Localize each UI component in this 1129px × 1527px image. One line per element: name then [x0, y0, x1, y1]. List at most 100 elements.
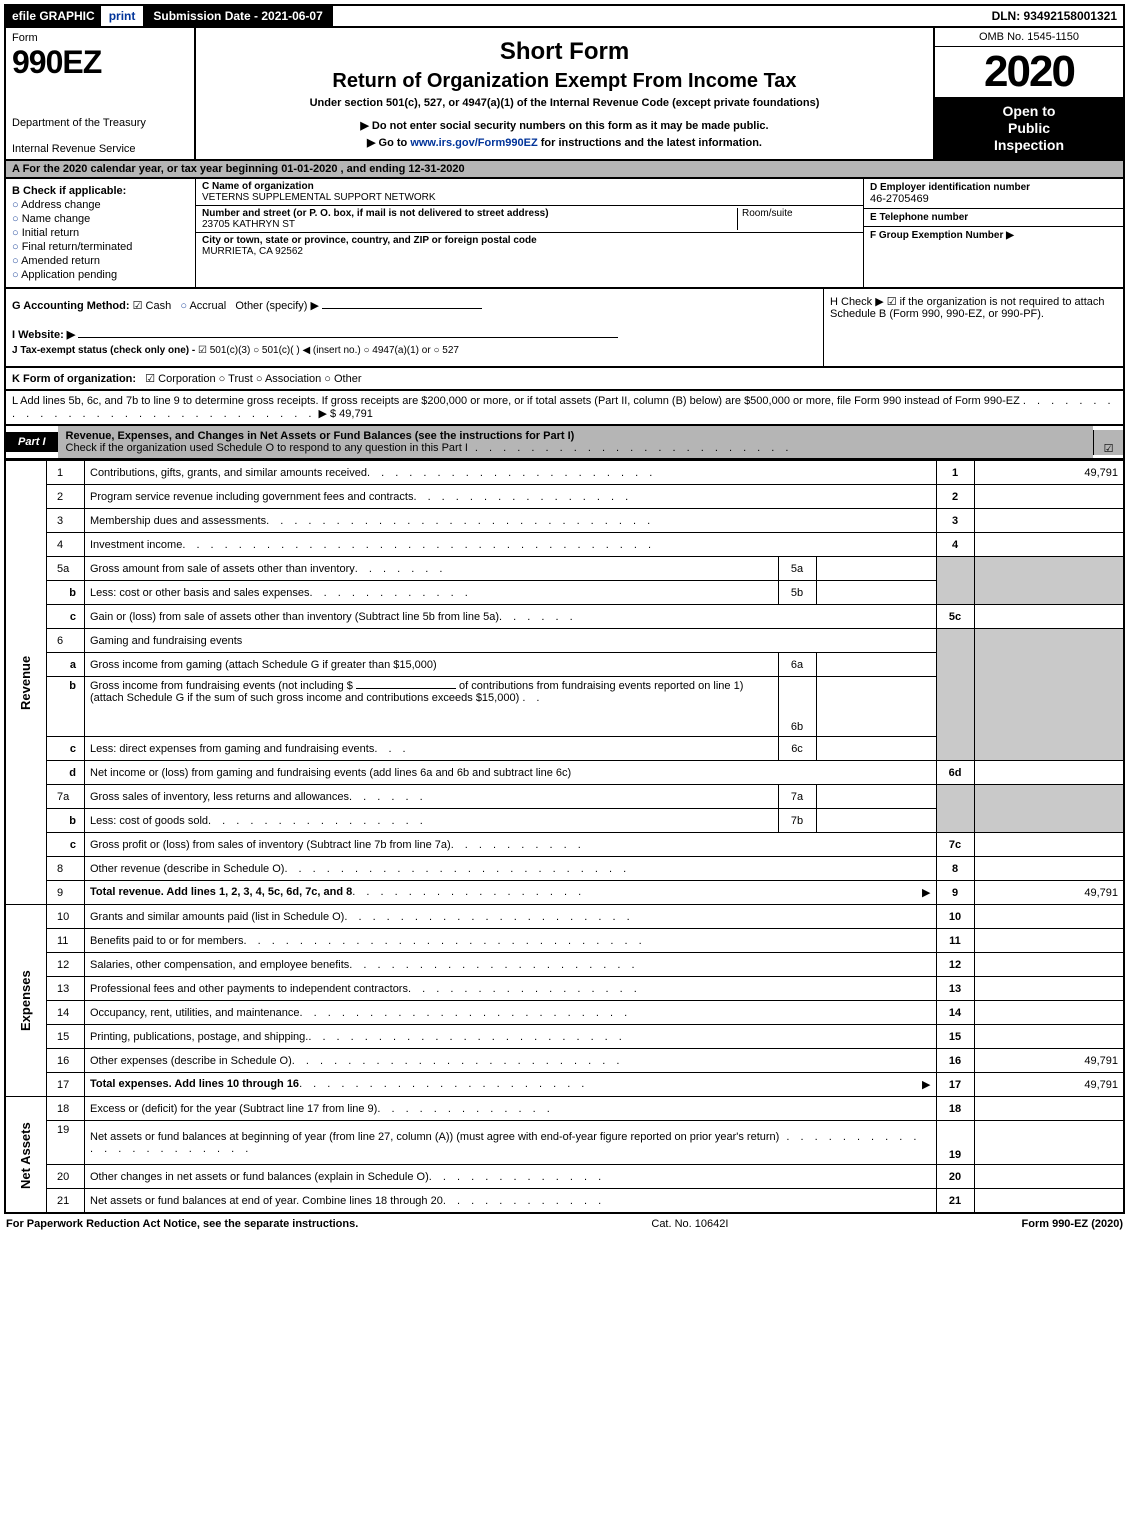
line-15: 15 Printing, publications, postage, and …: [5, 1025, 1124, 1049]
l13-no: 13: [47, 977, 85, 1001]
l6c-mini: 6c: [778, 737, 816, 761]
l16-desc: Other expenses (describe in Schedule O): [90, 1055, 292, 1067]
header-left: Form 990EZ Department of the Treasury In…: [6, 28, 196, 159]
l6d-desc: Net income or (loss) from gaming and fun…: [85, 761, 937, 785]
short-form-title: Short Form: [206, 38, 923, 66]
l6b-blank[interactable]: [356, 688, 456, 689]
l7a-desc: Gross sales of inventory, less returns a…: [90, 791, 349, 803]
line-6b: b Gross income from fundraising events (…: [5, 677, 1124, 737]
k-options[interactable]: ☑ Corporation ○ Trust ○ Association ○ Ot…: [145, 373, 361, 385]
h-schedule-b: H Check ▶ ☑ if the organization is not r…: [823, 289, 1123, 366]
l1-amt: 49,791: [974, 461, 1124, 485]
shade-5a-amt: [974, 557, 1124, 581]
line-4: 4 Investment income. . . . . . . . . . .…: [5, 533, 1124, 557]
line-11: 11 Benefits paid to or for members. . . …: [5, 929, 1124, 953]
efile-graphic-button[interactable]: efile GRAPHIC: [6, 6, 101, 26]
chk-application-pending[interactable]: Application pending: [12, 269, 189, 281]
header-mid: Short Form Return of Organization Exempt…: [196, 28, 933, 159]
l5c-no: c: [47, 605, 85, 629]
l7a-no: 7a: [47, 785, 85, 809]
l6b-mini-amt: [816, 677, 936, 737]
l20-col: 20: [936, 1165, 974, 1189]
omb-number: OMB No. 1545-1150: [935, 28, 1123, 47]
part-i-check[interactable]: ☑: [1093, 430, 1123, 455]
l8-col: 8: [936, 857, 974, 881]
col-b-checkboxes: B Check if applicable: Address change Na…: [6, 179, 196, 287]
col-b-title: B Check if applicable:: [12, 185, 189, 197]
chk-name-change[interactable]: Name change: [12, 213, 189, 225]
info-grid: B Check if applicable: Address change Na…: [4, 179, 1125, 289]
chk-address-change[interactable]: Address change: [12, 199, 189, 211]
l21-col: 21: [936, 1189, 974, 1213]
l6a-desc: Gross income from gaming (attach Schedul…: [85, 653, 779, 677]
l5b-mini-amt: [816, 581, 936, 605]
i-website-input[interactable]: [78, 337, 618, 338]
l19-amt: [974, 1121, 1124, 1165]
e-phone-row: E Telephone number: [864, 209, 1123, 227]
l11-amt: [974, 929, 1124, 953]
g-accrual-checkbox[interactable]: Accrual: [180, 300, 226, 312]
line-18: Net Assets 18 Excess or (deficit) for th…: [5, 1097, 1124, 1121]
l3-no: 3: [47, 509, 85, 533]
chk-amended-return[interactable]: Amended return: [12, 255, 189, 267]
l18-desc: Excess or (deficit) for the year (Subtra…: [90, 1103, 377, 1115]
l7b-mini: 7b: [778, 809, 816, 833]
c-city-value: MURRIETA, CA 92562: [202, 246, 857, 257]
line-14: 14 Occupancy, rent, utilities, and maint…: [5, 1001, 1124, 1025]
chk-final-return[interactable]: Final return/terminated: [12, 241, 189, 253]
l6a-mini-amt: [816, 653, 936, 677]
l14-col: 14: [936, 1001, 974, 1025]
l11-col: 11: [936, 929, 974, 953]
l6b-mini: 6b: [778, 677, 816, 737]
l6d-col: 6d: [936, 761, 974, 785]
l10-desc: Grants and similar amounts paid (list in…: [90, 911, 344, 923]
f-group-label: F Group Exemption Number ▶: [870, 230, 1117, 241]
l5a-mini-amt: [816, 557, 936, 581]
l12-col: 12: [936, 953, 974, 977]
l6c-mini-amt: [816, 737, 936, 761]
l13-amt: [974, 977, 1124, 1001]
submission-date-badge: Submission Date - 2021-06-07: [143, 6, 332, 26]
l6-desc: Gaming and fundraising events: [85, 629, 937, 653]
print-link[interactable]: print: [101, 9, 144, 23]
d-ein-label: D Employer identification number: [870, 182, 1117, 193]
l1-col: 1: [936, 461, 974, 485]
l17-no: 17: [47, 1073, 85, 1097]
c-city-row: City or town, state or province, country…: [196, 233, 863, 287]
form-header: Form 990EZ Department of the Treasury In…: [4, 28, 1125, 161]
l10-amt: [974, 905, 1124, 929]
l13-col: 13: [936, 977, 974, 1001]
shade-5b-amt: [974, 581, 1124, 605]
l6b-no: b: [47, 677, 85, 737]
line-2: 2 Program service revenue including gove…: [5, 485, 1124, 509]
top-bar: efile GRAPHIC print Submission Date - 20…: [4, 4, 1125, 28]
g-cash-checkbox[interactable]: Cash: [133, 300, 172, 312]
l1-no: 1: [47, 461, 85, 485]
l13-desc: Professional fees and other payments to …: [90, 983, 408, 995]
j-options[interactable]: ☑ 501(c)(3) ○ 501(c)( ) ◀ (insert no.) ○…: [198, 345, 459, 356]
d-ein-value: 46-2705469: [870, 193, 1117, 205]
line-8: 8 Other revenue (describe in Schedule O)…: [5, 857, 1124, 881]
part-i-table: Revenue 1 Contributions, gifts, grants, …: [4, 460, 1125, 1214]
c-street-label: Number and street (or P. O. box, if mail…: [202, 208, 737, 219]
l14-amt: [974, 1001, 1124, 1025]
line-21: 21 Net assets or fund balances at end of…: [5, 1189, 1124, 1213]
l2-col: 2: [936, 485, 974, 509]
chk-initial-return[interactable]: Initial return: [12, 227, 189, 239]
shade-6a: [936, 653, 974, 677]
shade-5a: [936, 557, 974, 581]
shade-7b: [936, 809, 974, 833]
l15-col: 15: [936, 1025, 974, 1049]
l12-desc: Salaries, other compensation, and employ…: [90, 959, 349, 971]
g-other-input[interactable]: [322, 308, 482, 309]
go-to-link[interactable]: www.irs.gov/Form990EZ: [410, 137, 537, 149]
l5b-mini: 5b: [778, 581, 816, 605]
open-line-3: Inspection: [939, 137, 1119, 154]
l6c-desc: Less: direct expenses from gaming and fu…: [90, 743, 374, 755]
l6d-amt: [974, 761, 1124, 785]
shade-6b-amt: [974, 677, 1124, 737]
shade-7a: [936, 785, 974, 809]
l9-col: 9: [936, 881, 974, 905]
dept-irs: Internal Revenue Service: [12, 143, 188, 155]
under-section-text: Under section 501(c), 527, or 4947(a)(1)…: [206, 97, 923, 109]
